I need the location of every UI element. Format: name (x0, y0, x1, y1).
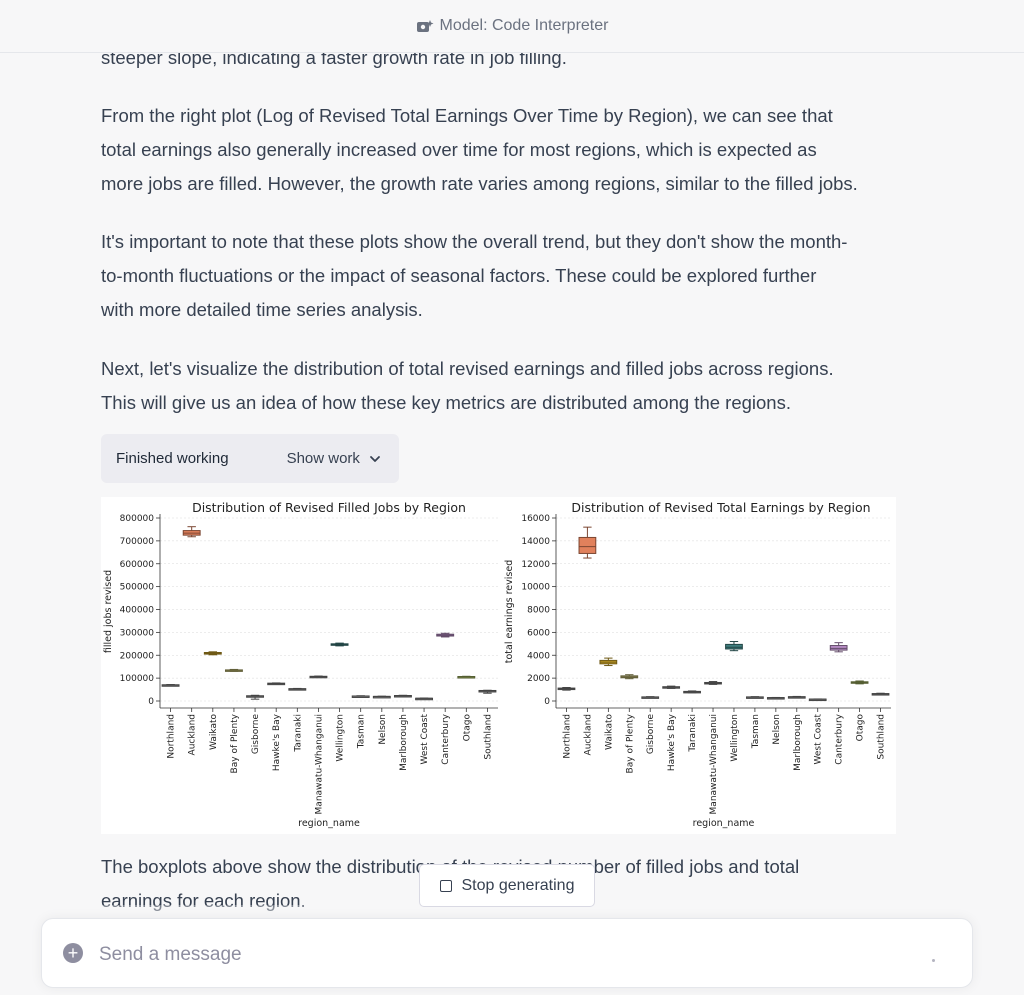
y-tick-label: 4000 (527, 651, 550, 661)
stop-icon (439, 879, 452, 892)
y-tick-label: 500000 (120, 583, 155, 593)
y-tick-label: 400000 (120, 606, 155, 616)
x-tick-label: Gisborne (646, 714, 656, 755)
x-tick-label: Otago (462, 714, 472, 742)
box-canterbury (829, 645, 848, 651)
x-tick-label: Nelson (378, 714, 388, 745)
message-paragraph-1: From the right plot (Log of Revised Tota… (101, 99, 901, 201)
x-tick-label: Northland (167, 714, 177, 759)
x-tick-label: Northland (562, 714, 572, 759)
box-auckland (578, 536, 597, 554)
boxplot-figure: 0 100000 200000 300000 400000 500000 600000 700… (101, 497, 896, 834)
y-tick-label: 2000 (527, 674, 550, 684)
show-work-label: Show work (286, 450, 360, 467)
chart-title: Distribution of Revised Filled Jobs by R… (192, 500, 466, 515)
x-tick-label: Gisborne (251, 714, 261, 755)
model-label: Model: Code Interpreter (439, 17, 609, 34)
x-tick-label: Manawatu-Whanganui (709, 714, 719, 814)
x-tick-label: Marlborough (793, 714, 803, 771)
message-paragraph-2: It's important to note that these plots … (101, 225, 901, 327)
x-axis-label: region_name (693, 818, 755, 829)
work-status-chip: Finished working Show work (101, 434, 399, 483)
y-axis-label: filled jobs revised (103, 570, 114, 653)
y-tick-label: 16000 (521, 514, 550, 524)
message-line: to-month fluctuations or the impact of s… (101, 265, 817, 286)
model-header: Model: Code Interpreter (0, 0, 1024, 53)
y-tick-label: 800000 (120, 514, 155, 524)
x-tick-label: Auckland (188, 714, 198, 755)
message-line: with more detailed time series analysis. (101, 299, 423, 320)
y-tick-label: 100000 (120, 674, 155, 684)
message-line: From the right plot (Log of Revised Tota… (101, 105, 833, 126)
x-tick-label: Bay of Plenty (625, 713, 635, 773)
y-tick-label: 14000 (521, 537, 550, 547)
x-tick-label: Waikato (209, 714, 219, 750)
box-wellington (725, 643, 743, 650)
message-line: more jobs are filled. However, the growt… (101, 173, 858, 194)
chart-title: Distribution of Revised Total Earnings b… (571, 500, 870, 515)
chevron-down-icon (370, 455, 380, 462)
y-tick-label: 200000 (120, 651, 155, 661)
x-tick-label: Wellington (336, 714, 346, 762)
y-tick-label: 6000 (527, 628, 550, 638)
x-tick-label: Marlborough (399, 714, 409, 771)
x-tick-label: Otago (856, 714, 866, 742)
message-line: total earnings also generally increased … (101, 139, 817, 160)
x-tick-label: Waikato (604, 714, 614, 750)
send-indicator-icon (932, 959, 935, 962)
x-tick-label: Tasman (751, 714, 761, 749)
y-tick-label: 300000 (120, 628, 155, 638)
message-paragraph-3: Next, let's visualize the distribution o… (101, 352, 901, 420)
message-input[interactable] (97, 939, 901, 971)
x-tick-label: Wellington (730, 714, 740, 762)
y-tick-label: 12000 (521, 560, 550, 570)
y-tick-label: 0 (148, 697, 154, 707)
message-line: This will give us an idea of how these k… (101, 392, 791, 413)
show-work-toggle[interactable]: Show work (287, 450, 382, 467)
x-tick-label: Hawke's Bay (667, 713, 677, 771)
y-tick-label: 0 (544, 697, 550, 707)
x-tick-label: Nelson (772, 714, 782, 745)
plus-icon[interactable]: + (63, 943, 83, 963)
y-tick-label: 700000 (120, 537, 155, 547)
x-tick-label: West Coast (420, 714, 430, 765)
x-tick-label: Taranaki (293, 714, 303, 753)
boxplot-chart: 0100000200000300000400000500000600000700… (103, 500, 891, 829)
message-line: It's important to note that these plots … (101, 231, 848, 252)
work-status-label: Finished working (116, 450, 229, 467)
x-tick-label: Canterbury (441, 713, 451, 764)
x-tick-label: Hawke's Bay (272, 713, 282, 771)
y-tick-label: 10000 (521, 583, 550, 593)
x-tick-label: Southland (483, 714, 493, 760)
y-tick-label: 600000 (120, 560, 155, 570)
x-tick-label: Tasman (357, 714, 367, 749)
x-tick-label: Manawatu-Whanganui (314, 714, 324, 814)
x-tick-label: Southland (877, 714, 887, 760)
x-tick-label: Taranaki (688, 714, 698, 753)
x-tick-label: Canterbury (835, 713, 845, 764)
y-axis-label: total earnings revised (504, 560, 515, 663)
x-tick-label: Auckland (583, 714, 593, 755)
message-composer: + (41, 918, 973, 988)
stop-generating-label: Stop generating (461, 876, 575, 894)
x-axis-label: region_name (298, 818, 360, 829)
model-icon (416, 20, 433, 32)
y-tick-label: 8000 (527, 606, 550, 616)
x-tick-label: West Coast (814, 714, 824, 765)
stop-generating-button[interactable]: Stop generating (419, 864, 595, 907)
message-line: Next, let's visualize the distribution o… (101, 358, 834, 379)
x-tick-label: Bay of Plenty (230, 713, 240, 773)
